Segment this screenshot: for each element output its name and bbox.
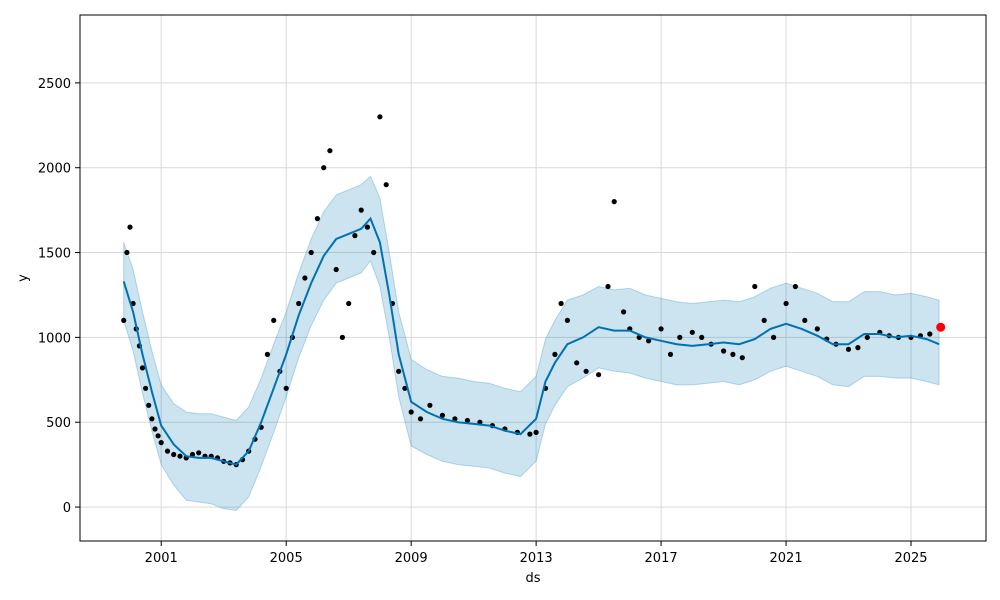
y-tick-label: 2000	[38, 162, 71, 177]
observed-point	[667, 351, 674, 357]
observed-point	[171, 451, 177, 458]
x-tick-label: 2009	[395, 551, 428, 566]
observed-point	[358, 207, 364, 213]
observed-point	[739, 355, 745, 361]
y-axis-label: y	[16, 274, 31, 282]
observed-point	[346, 300, 352, 307]
y-tick-label: 2500	[38, 77, 71, 92]
observed-point	[333, 266, 339, 273]
x-axis-label: ds	[525, 571, 540, 586]
observed-point	[527, 431, 533, 437]
observed-point	[143, 385, 149, 391]
observed-point	[452, 416, 458, 422]
observed-point	[164, 448, 171, 454]
observed-point	[364, 224, 370, 230]
y-axis: 0 500 1000 1500 2000 2500	[38, 77, 80, 516]
observed-point	[308, 249, 314, 256]
observed-point	[383, 182, 389, 188]
observed-point	[196, 450, 202, 456]
observed-point	[596, 372, 602, 378]
observed-point	[574, 360, 580, 366]
observed-point	[658, 326, 664, 332]
latest-point	[936, 322, 946, 332]
x-axis: 2001 2005 2009 2013 2017 2021 2025	[145, 541, 928, 566]
observed-point	[792, 283, 799, 290]
observed-point	[417, 416, 424, 422]
observed-point	[730, 351, 736, 357]
observed-point	[564, 317, 571, 323]
observed-point	[189, 451, 196, 458]
observed-point	[552, 351, 558, 357]
x-tick-label: 2013	[520, 551, 553, 566]
observed-point	[146, 402, 152, 408]
plot-frame	[79, 14, 987, 542]
y-tick-label: 0	[63, 501, 71, 516]
observed-point	[771, 334, 777, 340]
observed-point	[314, 216, 320, 222]
observed-points	[121, 114, 933, 468]
observed-point	[783, 300, 789, 307]
observed-point	[321, 165, 327, 171]
observed-point	[396, 368, 402, 374]
observed-point	[677, 334, 683, 340]
plot-background	[80, 15, 986, 541]
x-tick-label: 2025	[894, 551, 927, 566]
observed-point	[402, 385, 408, 391]
observed-point	[408, 409, 414, 415]
observed-point	[371, 249, 377, 256]
observed-point	[271, 317, 277, 323]
observed-point	[264, 351, 270, 357]
observed-point	[124, 249, 130, 256]
y-tick-label: 500	[46, 416, 71, 431]
observed-point	[177, 453, 183, 459]
observed-point	[927, 331, 933, 337]
observed-point	[646, 338, 652, 344]
latest-marker	[936, 322, 946, 332]
grid	[80, 15, 986, 541]
observed-point	[605, 283, 611, 290]
observed-point	[139, 365, 146, 371]
x-tick-label: 2001	[145, 551, 178, 566]
observed-point	[689, 329, 695, 335]
observed-point	[558, 300, 564, 307]
observed-point	[761, 317, 767, 323]
observed-point	[464, 417, 470, 424]
observed-point	[583, 368, 589, 374]
y-tick-label: 1500	[38, 247, 71, 262]
observed-point	[152, 426, 158, 432]
forecast-line	[122, 216, 940, 466]
observed-point	[845, 346, 852, 352]
observed-point	[814, 326, 820, 332]
observed-point	[352, 233, 358, 239]
observed-point	[127, 224, 133, 230]
observed-point	[339, 334, 345, 340]
observed-point	[158, 440, 164, 446]
observed-point	[699, 334, 705, 340]
observed-point	[855, 345, 861, 351]
observed-point	[283, 385, 289, 391]
observed-point	[149, 416, 155, 422]
observed-point	[802, 317, 808, 323]
x-tick-label: 2021	[770, 551, 803, 566]
observed-point	[377, 114, 383, 120]
y-tick-label: 1000	[38, 331, 71, 346]
observed-point	[621, 309, 627, 315]
observed-point	[327, 148, 333, 154]
uncertainty-interval	[123, 175, 940, 512]
observed-point	[296, 300, 302, 307]
observed-point	[155, 433, 161, 439]
observed-point	[121, 317, 127, 323]
observed-point	[302, 275, 308, 281]
observed-point	[427, 402, 433, 408]
x-tick-label: 2017	[645, 551, 678, 566]
observed-point	[864, 334, 870, 340]
observed-point	[752, 283, 758, 290]
observed-point	[439, 412, 445, 418]
observed-point	[611, 199, 617, 205]
observed-point	[721, 348, 727, 354]
x-tick-label: 2005	[270, 551, 303, 566]
observed-point	[533, 429, 539, 435]
